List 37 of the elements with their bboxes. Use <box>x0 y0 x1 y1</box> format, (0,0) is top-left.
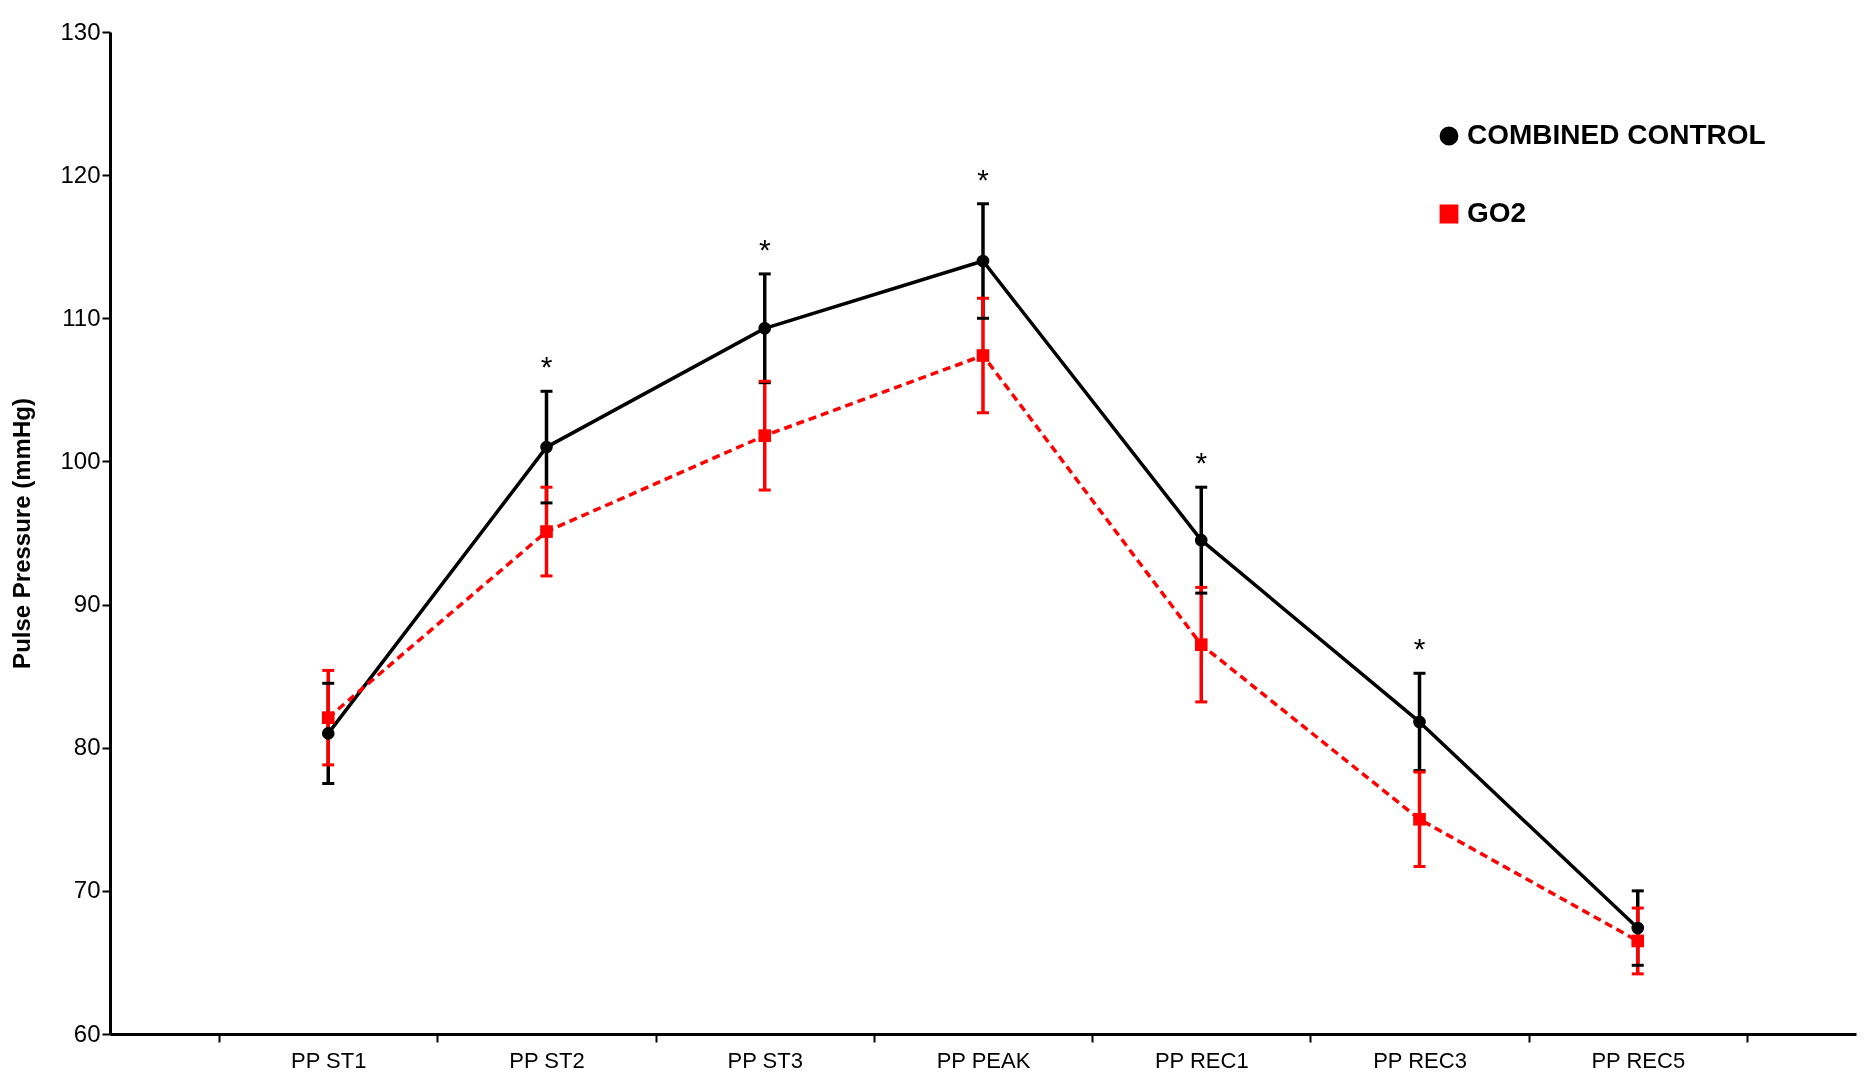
point <box>1413 812 1426 826</box>
annotation: * <box>758 232 771 266</box>
x-tick-label: PP PEAK <box>936 1047 1031 1073</box>
y-tick-label: 80 <box>73 733 101 761</box>
y-tick-label: 90 <box>73 590 101 618</box>
legend-label: COMBINED CONTROL <box>1467 119 1766 150</box>
y-tick-label: 60 <box>73 1019 101 1047</box>
x-tick-label: PP ST3 <box>727 1047 803 1073</box>
y-tick-label: 130 <box>60 17 101 45</box>
annotation: * <box>540 350 553 384</box>
y-tick-label: 120 <box>60 160 101 188</box>
x-tick-label: PP ST2 <box>509 1047 585 1073</box>
annotation: * <box>1413 632 1426 666</box>
point <box>976 254 990 268</box>
point <box>1194 533 1208 547</box>
y-tick-label: 70 <box>73 876 101 904</box>
y-axis-title: Pulse Pressure (mmHg) <box>8 398 36 669</box>
point <box>1631 934 1645 948</box>
x-tick-label: PP REC3 <box>1373 1047 1467 1073</box>
point <box>540 440 553 454</box>
point <box>1194 638 1208 651</box>
point <box>540 525 553 538</box>
point <box>758 321 772 335</box>
x-tick-label: PP REC1 <box>1154 1047 1249 1073</box>
point <box>321 727 335 740</box>
point <box>1413 715 1426 729</box>
x-tick-label: PP REC5 <box>1591 1047 1686 1073</box>
point <box>321 711 335 724</box>
x-tick-label: PP ST1 <box>291 1047 367 1073</box>
point <box>1631 921 1645 935</box>
y-tick-label: 100 <box>60 446 101 474</box>
point <box>758 429 772 442</box>
annotation: * <box>1195 446 1208 480</box>
annotation: * <box>977 162 990 196</box>
legend-label: GO2 <box>1467 197 1527 228</box>
y-tick-label: 110 <box>62 303 101 331</box>
point <box>976 349 990 362</box>
